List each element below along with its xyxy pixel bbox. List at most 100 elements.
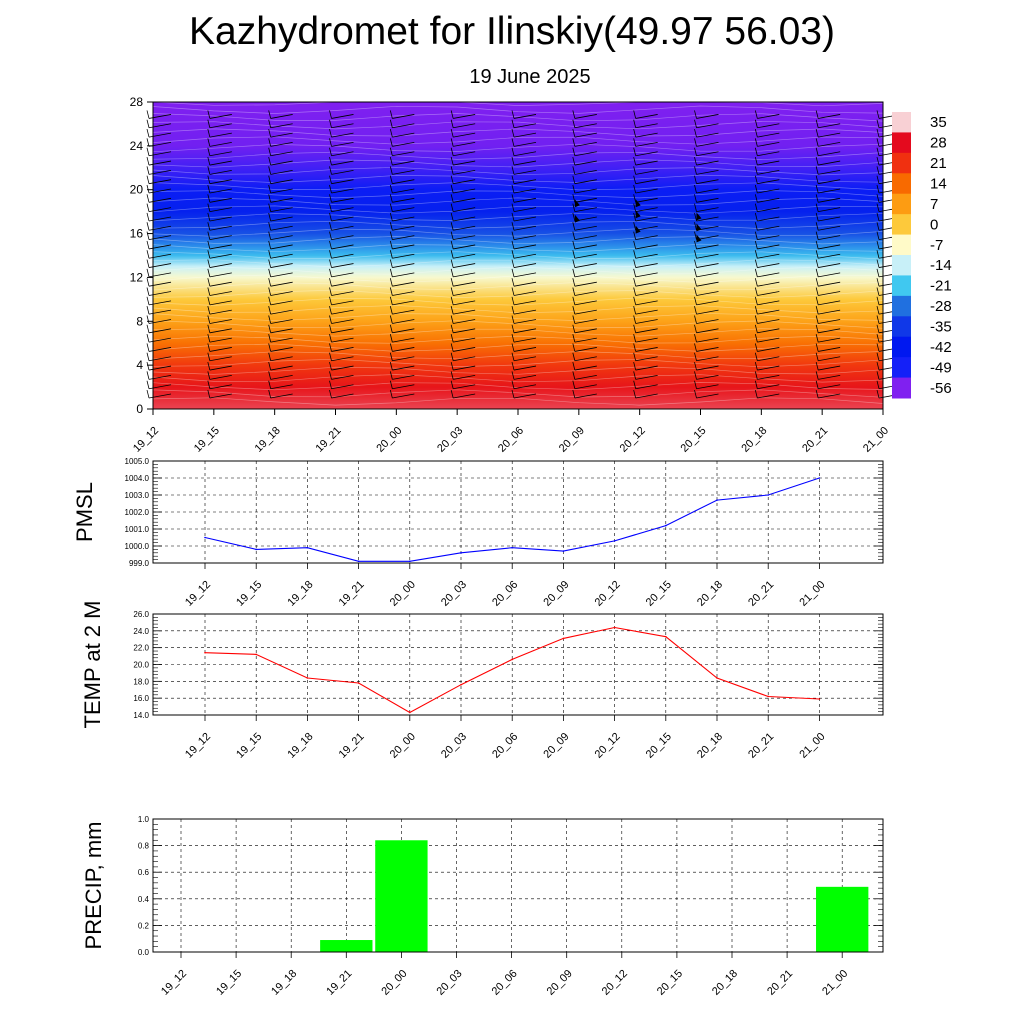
wind-barb	[757, 384, 780, 390]
wind-barb	[574, 328, 597, 334]
wind-barb	[757, 319, 780, 324]
wind-barb	[453, 365, 476, 371]
wind-barb-feather	[329, 203, 332, 212]
wind-barb-feather	[572, 361, 576, 371]
x-tick-label: 20_12	[593, 579, 623, 609]
colorbar-swatch	[892, 336, 911, 358]
wind-barb	[392, 347, 415, 352]
wind-barb-feather	[329, 119, 332, 128]
wind-barb	[392, 114, 415, 119]
wind-barb-feather	[389, 296, 393, 305]
wind-barb	[392, 123, 415, 129]
wind-barb-feather	[450, 184, 454, 194]
x-tick-label: 21_00	[820, 968, 850, 998]
wind-barb-feather	[268, 138, 272, 147]
wind-barb-feather	[450, 222, 454, 231]
wind-barb-feather	[146, 306, 150, 315]
wind-barb-feather	[694, 250, 697, 259]
wind-barb	[392, 365, 415, 371]
wind-barb	[757, 114, 780, 119]
x-tick-label: 20_09	[541, 579, 571, 609]
colorbar-swatch	[892, 295, 911, 317]
wind-barb	[757, 281, 780, 287]
wind-barb	[209, 160, 232, 166]
x-tick-label: 20_18	[739, 425, 769, 455]
wind-barb	[574, 123, 597, 129]
wind-barb	[574, 179, 597, 185]
wind-barb-feather	[268, 240, 272, 250]
wind-barb	[453, 281, 476, 287]
wind-barb	[453, 225, 476, 231]
wind-barb-feather	[268, 231, 272, 240]
wind-barb	[818, 328, 841, 334]
wind-barb	[635, 207, 658, 213]
wind-barb-feather	[815, 184, 819, 194]
wind-barb-feather	[389, 184, 393, 194]
wind-barb-feather	[633, 259, 637, 268]
wind-barb	[818, 179, 841, 185]
wind-barb	[270, 160, 293, 166]
wind-barb-feather	[876, 352, 880, 361]
wind-barb	[209, 356, 232, 362]
wind-barb	[392, 328, 415, 334]
wind-barb	[574, 235, 597, 240]
wind-barb	[818, 160, 841, 166]
wind-barb	[392, 179, 415, 185]
temp-2m-point	[767, 695, 769, 698]
wind-barb-feather	[633, 371, 637, 380]
wind-barb-feather	[329, 110, 332, 119]
y-tick-label: 1003.0	[125, 491, 150, 500]
wind-barb-feather	[511, 128, 515, 138]
wind-barb-feather	[207, 110, 211, 119]
wind-barb	[574, 197, 597, 203]
colorbar-label: -35	[930, 319, 952, 336]
wind-barb-feather	[511, 119, 515, 128]
wind-barb	[635, 188, 658, 194]
wind-barb-feather	[268, 334, 272, 343]
wind-barb-feather	[694, 240, 697, 250]
wind-barb	[513, 123, 537, 129]
wind-barb-feather	[146, 334, 150, 343]
wind-barb-feather	[694, 296, 697, 305]
x-tick-label: 20_21	[765, 968, 795, 998]
wind-barb	[574, 384, 597, 390]
wind-barb-feather	[572, 371, 576, 380]
temp-2m-point	[460, 683, 462, 686]
wind-barb-feather	[876, 268, 880, 277]
wind-barb	[818, 123, 841, 129]
wind-barb-feather	[754, 240, 758, 250]
x-tick-label: 20_09	[545, 968, 575, 998]
wind-barb	[818, 151, 841, 157]
wind-barb	[574, 300, 597, 306]
wind-barb	[270, 356, 293, 362]
wind-barb	[331, 384, 354, 390]
wind-barb-feather	[876, 175, 880, 184]
wind-barb	[513, 291, 537, 296]
wind-barb	[209, 197, 232, 203]
wind-barb-feather	[146, 212, 150, 222]
wind-barb	[513, 225, 537, 231]
wind-barb-feather	[694, 343, 697, 352]
wind-barb-feather	[694, 324, 697, 333]
wind-barb	[513, 235, 537, 240]
wind-barb-feather	[207, 278, 211, 287]
wind-barb-feather	[572, 278, 576, 287]
wind-barb	[696, 272, 719, 278]
wind-barb-feather	[694, 212, 697, 222]
wind-barb	[270, 132, 293, 138]
colorbar-swatch	[892, 255, 911, 276]
wind-barb	[574, 309, 597, 315]
wind-barb	[209, 142, 232, 147]
wind-barb-feather	[389, 380, 393, 389]
wind-barb-feather	[572, 389, 576, 399]
wind-barb	[453, 188, 476, 194]
wind-barb-feather	[511, 334, 515, 343]
colorbar-swatch	[892, 234, 911, 256]
wind-barb	[635, 375, 658, 380]
pmsl-point	[460, 552, 462, 554]
wind-barb-feather	[511, 184, 515, 194]
wind-barb-feather	[450, 119, 454, 128]
wind-barb	[574, 393, 597, 399]
wind-barb	[270, 207, 293, 213]
temp-2m-point	[562, 637, 565, 640]
